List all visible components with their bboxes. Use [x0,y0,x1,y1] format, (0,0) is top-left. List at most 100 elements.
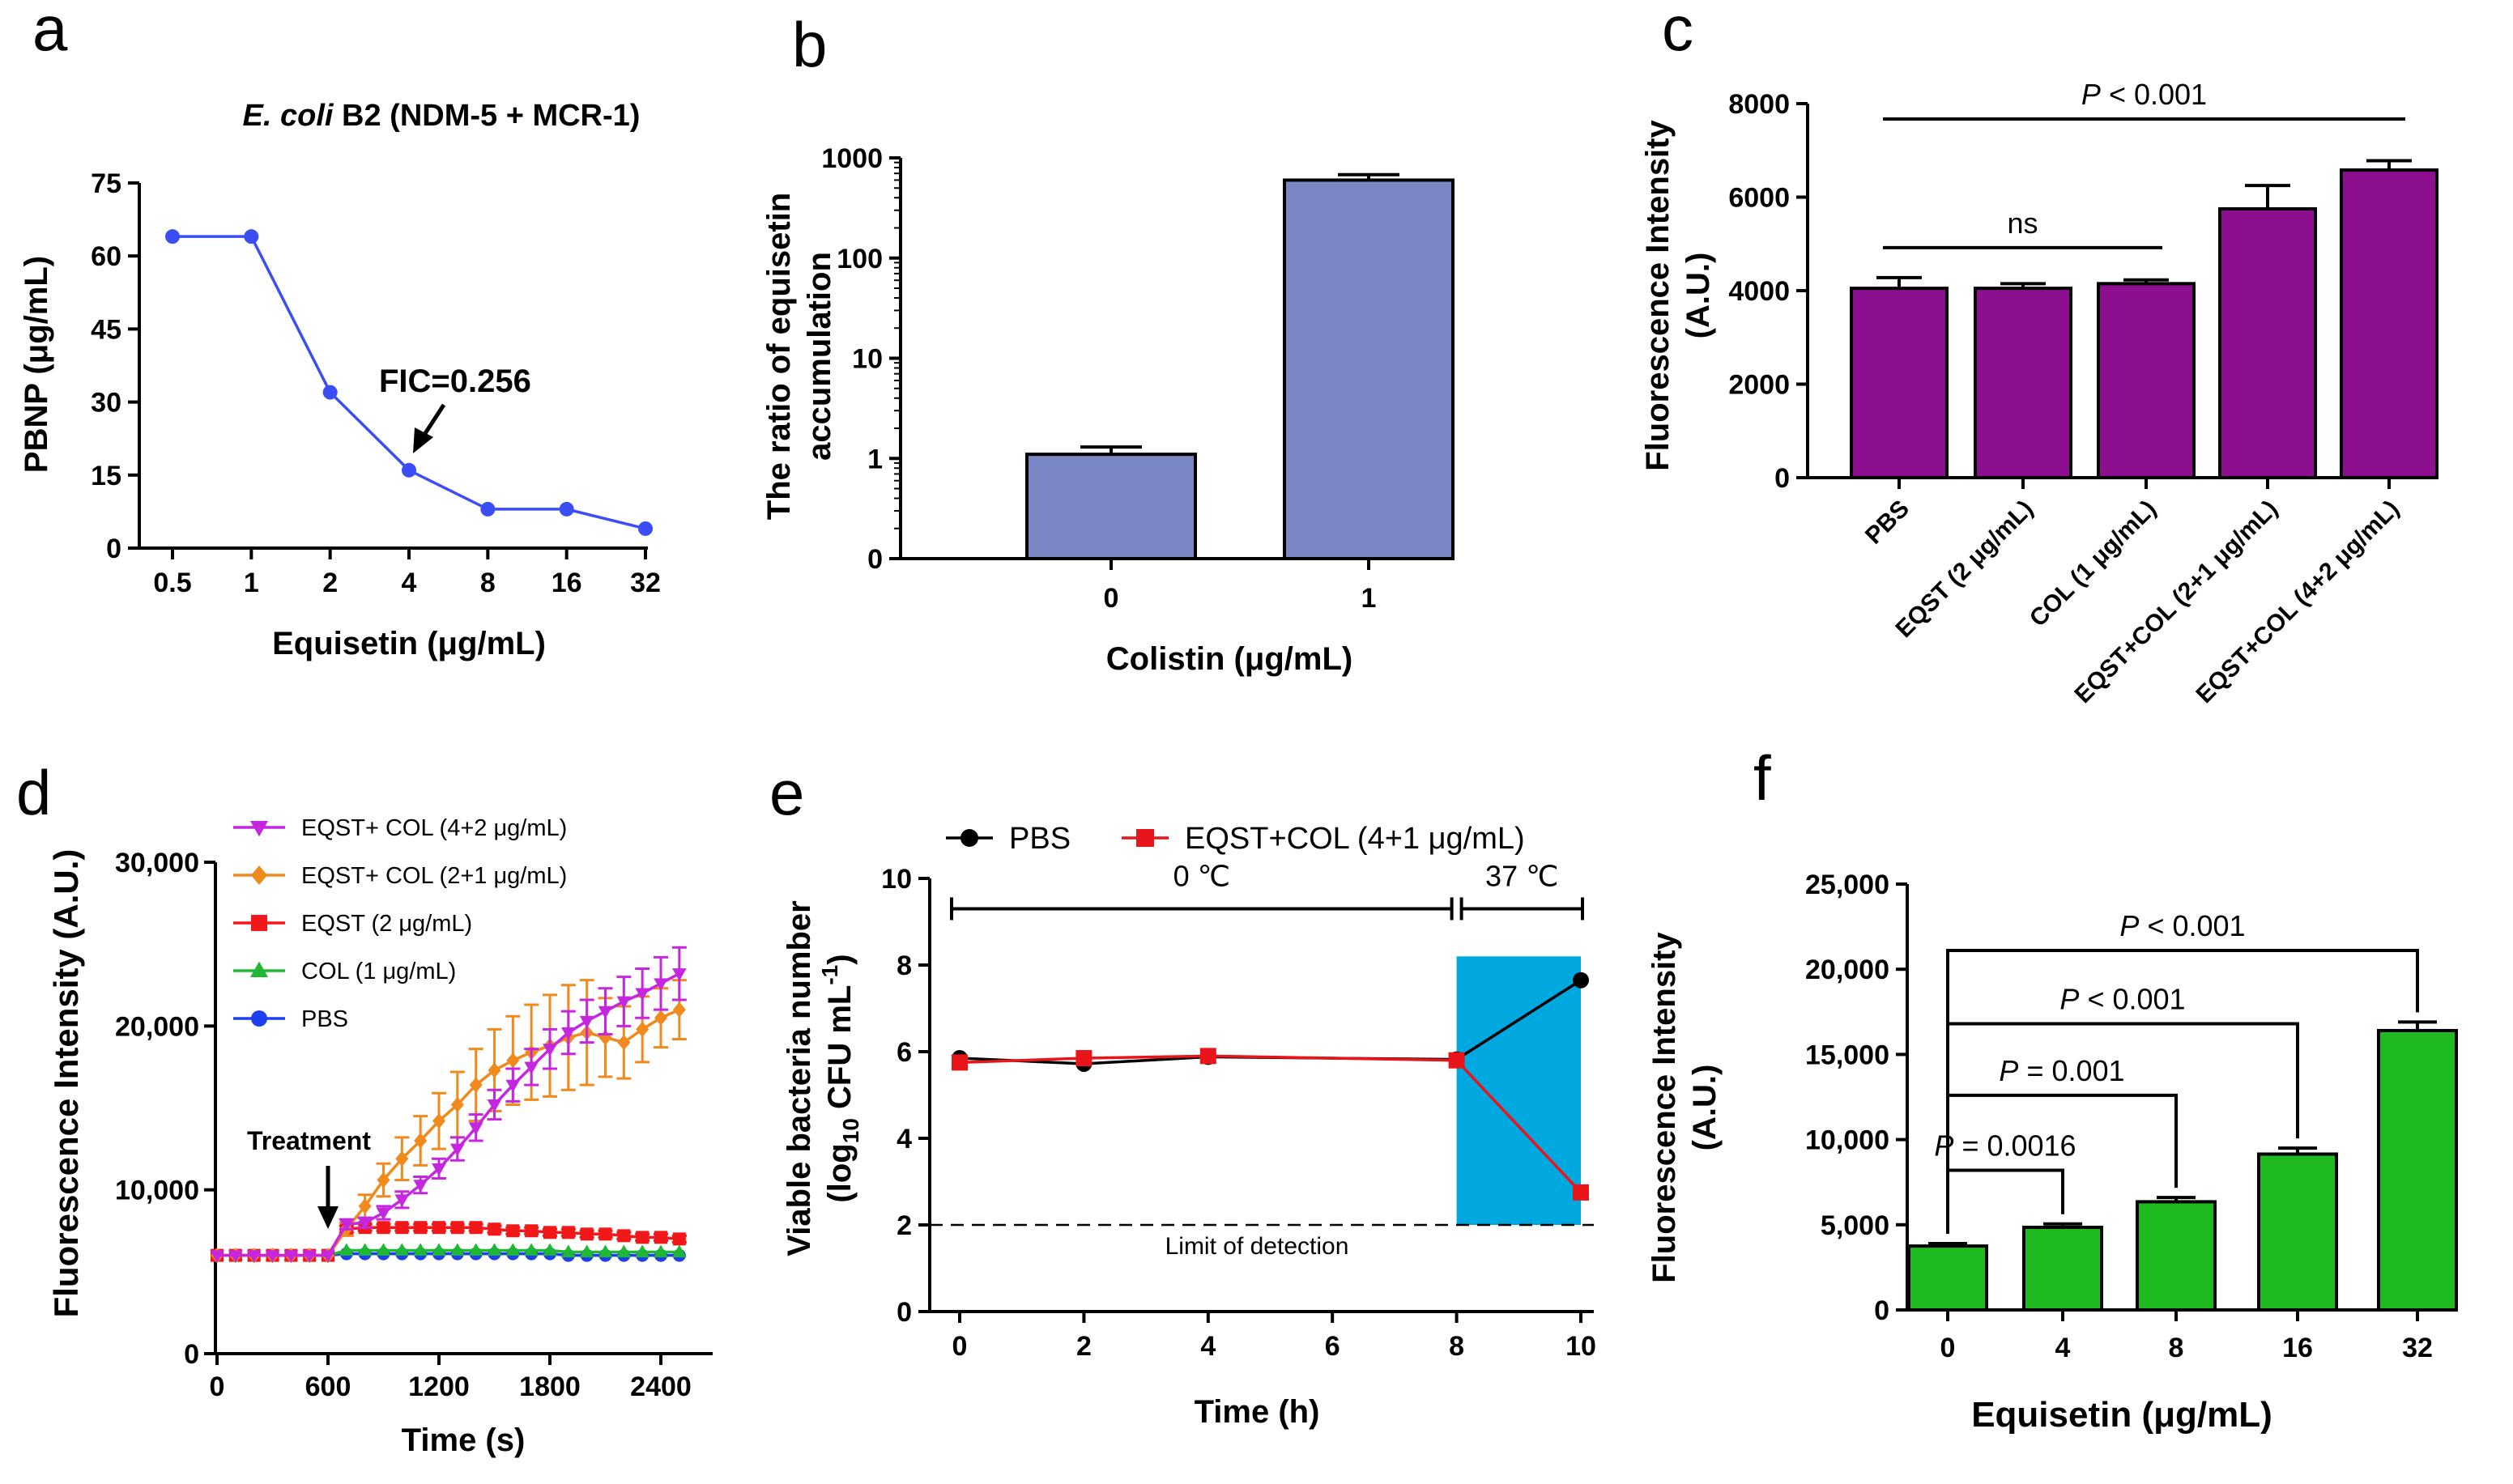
x-tick-label-f: 8 [2169,1333,2184,1363]
data-point-d [357,1243,373,1256]
xlabel-b: Colistin (μg/mL) [1106,641,1352,677]
legend-e: PBS EQST+COL (4+1 μg/mL) [946,822,1525,856]
data-point-d [432,1221,445,1235]
data-point-a [402,462,416,478]
legend-label-d: COL (1 μg/mL) [301,959,456,984]
data-point-d [432,1163,446,1176]
x-tick-label-c: PBS [1860,495,1915,550]
ylabel-b-line1: The ratio of equisetin [761,193,797,520]
data-point-d [635,988,650,1001]
panel-b: 0 1 10 100 1000 0 1 Colistin (μg/mL) The ratio… [761,143,1455,677]
y-tick-label-c: 8000 [1728,89,1790,120]
x-tick-label-c: EQST (2 μg/mL) [1890,495,2038,643]
data-point-d [468,1122,483,1135]
data-point-d [543,1243,557,1256]
ylabel-e-pre: (log [822,1143,858,1202]
bar-f [1907,1244,1988,1312]
y-tick-label-c: 0 [1774,463,1790,494]
data-point-d [672,1232,686,1246]
data-point-d [505,1243,521,1256]
data-point-d [432,1243,446,1256]
ylabel-e-post: ) [822,954,858,964]
bar-c [2097,282,2196,479]
legend-marker-e [1136,829,1154,847]
x-tick-label-a: 4 [402,568,417,598]
panel-letter-d: d [16,757,51,828]
data-point-d [450,1143,465,1157]
y-tick-label-e: 6 [897,1037,912,1068]
x-tick-label-e: 4 [1200,1331,1216,1362]
bar-c [1850,287,1949,479]
data-point-e [1448,1052,1465,1069]
data-point-a [638,521,653,536]
bar-f [2257,1152,2338,1312]
y-tick-label-b: 0 [867,544,883,575]
ylabel-e-mid: CFU mL [822,985,858,1118]
marks-e: Limit of detection 0 ℃ 37 ℃ [930,859,1594,1260]
y-tick-label-a: 45 [91,314,121,345]
ylabel-c-line2: (A.U.) [1680,253,1716,339]
panel-f: 0 5,000 10,000 15,000 20,000 25,000 0 4 8 16 32 P … [1646,870,2458,1435]
data-point-d [377,1221,390,1235]
data-point-d [524,1061,539,1075]
data-point-d [672,1001,686,1018]
data-point-d [488,1222,501,1236]
panel-a: E. coli B2 (NDM-5 + MCR-1) 0 15 30 45 60 75 0.… [19,99,661,661]
y-tick-label-b: 1 [867,444,883,474]
ylabel-d: Fluorescence Intensity (A.U.) [47,849,85,1318]
ylabel-c-line1: Fluorescence Intensity [1640,120,1676,471]
data-point-a [559,501,574,517]
bracket-label-text: = 0.001 [2018,1054,2124,1087]
axes-f: 0 5,000 10,000 15,000 20,000 25,000 0 4 8 16 32 [1805,870,2433,1363]
bracket-label-italic: P [2119,909,2139,942]
data-point-d [210,1250,224,1263]
data-point-d [414,1221,428,1235]
data-point-d [450,1243,465,1256]
data-point-d [339,1243,354,1256]
data-point-d [450,1096,464,1113]
limit-label-e: Limit of detection [1165,1233,1349,1260]
data-point-d [636,1231,650,1244]
axes-d: 0 10,000 20,000 30,000 0 600 1200 1800 2400 [115,848,713,1402]
data-point-d [339,1218,354,1232]
legend-label-d: EQST (2 μg/mL) [301,911,472,937]
x-tick-label-e: 10 [1565,1331,1596,1362]
bracket-label-f: P < 0.001 [2059,983,2185,1016]
x-tick-label-e: 6 [1325,1331,1340,1362]
data-point-d [579,1015,594,1029]
data-point-d [468,1243,483,1256]
data-point-d [487,1243,502,1256]
y-tick-label-e: 0 [897,1297,912,1328]
x-tick-label-c: COL (1 μg/mL) [2025,495,2162,632]
bracket-label-text: < 0.001 [2139,909,2245,942]
y-tick-label-b: 10 [852,344,883,375]
x-tick-label-a: 0.5 [153,568,191,598]
y-tick-label-e: 2 [897,1210,912,1241]
y-tick-label-d: 10,000 [115,1176,199,1206]
annotation-fic: FIC=0.256 [379,364,531,399]
x-tick-label-f: 16 [2282,1333,2313,1363]
data-point-d [487,1099,502,1112]
data-point-d [654,1244,668,1257]
bracket-label-text: = 0.0016 [1953,1129,2076,1162]
legend-marker-d [250,961,268,977]
data-point-d [302,1250,317,1263]
marks-a [165,229,653,536]
bracket-label-text: < 0.001 [2079,983,2185,1016]
data-point-d [321,1250,335,1263]
data-point-a [480,501,496,517]
bracket-label-text: ns [2007,206,2038,240]
x-tick-label-a: 8 [480,568,496,598]
data-point-e [1573,972,1589,989]
bracket-label-italic: P [1999,1054,2018,1087]
data-point-d [376,1243,391,1256]
data-point-d [617,1034,631,1051]
bar-b [1283,178,1455,560]
data-point-d [672,968,687,981]
data-point-d [580,1227,594,1241]
legend-d: EQST+ COL (4+2 μg/mL) EQST+ COL (2+1 μg/m… [233,815,567,1032]
y-tick-label-a: 60 [91,241,121,272]
y-tick-label-f: 15,000 [1805,1040,1889,1070]
x-tick-label-b: 1 [1361,583,1377,614]
data-point-a [165,229,180,244]
